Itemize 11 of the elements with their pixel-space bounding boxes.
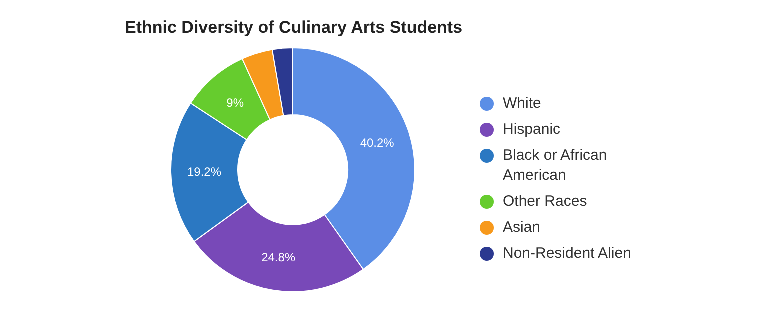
data-label: 9% <box>226 96 244 110</box>
legend-label: Asian <box>503 218 542 238</box>
legend-label: Hispanic <box>503 120 562 140</box>
legend-label: White <box>503 94 542 114</box>
data-label: 19.2% <box>188 165 222 180</box>
legend-label: Non-Resident Alien <box>503 244 632 264</box>
chart-title: Ethnic Diversity of Culinary Arts Students <box>125 18 463 38</box>
legend-label: Other Races <box>503 192 588 212</box>
data-label: 24.8% <box>262 250 296 264</box>
legend-label: Black or African American <box>503 146 608 186</box>
data-label: 40.2% <box>360 136 395 150</box>
